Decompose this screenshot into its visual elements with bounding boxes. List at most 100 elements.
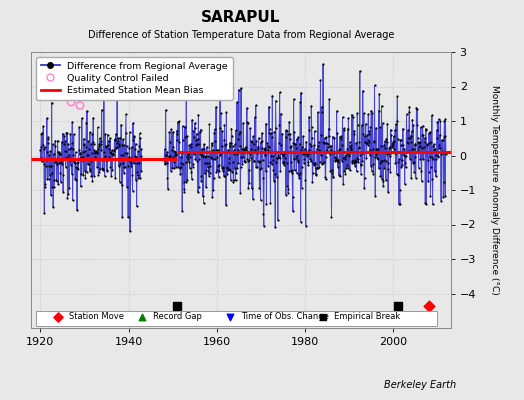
Point <box>76 155 84 161</box>
Point <box>402 153 410 160</box>
Point <box>234 160 243 166</box>
Point <box>230 150 238 157</box>
Point <box>397 164 406 170</box>
Point <box>299 151 307 157</box>
Point <box>294 157 302 163</box>
Point <box>197 178 205 184</box>
Point <box>246 125 255 131</box>
Point <box>84 152 93 159</box>
Point <box>242 144 250 150</box>
Point <box>342 165 351 172</box>
Point <box>333 130 342 137</box>
Point <box>356 68 364 74</box>
Point <box>346 167 354 173</box>
Point <box>297 147 305 153</box>
Point <box>435 132 444 139</box>
Point <box>261 168 270 175</box>
Point <box>72 164 80 170</box>
Point <box>264 147 272 154</box>
Point <box>419 132 428 138</box>
Point <box>243 156 252 162</box>
Point <box>101 173 109 179</box>
Point <box>345 153 353 159</box>
Point <box>120 164 128 170</box>
Point <box>226 177 235 183</box>
Point <box>305 127 314 133</box>
Point <box>39 142 47 148</box>
Point <box>122 111 130 118</box>
Point <box>168 144 177 150</box>
Point <box>68 119 77 126</box>
Point <box>281 149 289 155</box>
Point <box>69 146 77 152</box>
Point <box>415 140 423 146</box>
Point <box>321 176 330 182</box>
Point <box>209 156 217 162</box>
Point <box>311 172 320 178</box>
Point <box>221 173 229 180</box>
Point <box>343 146 352 152</box>
Point <box>441 116 450 122</box>
Point <box>374 146 383 152</box>
Point <box>336 173 344 179</box>
Point <box>217 150 225 157</box>
Point <box>225 165 233 172</box>
Point <box>71 160 79 166</box>
Point <box>367 168 376 174</box>
Point <box>377 143 385 150</box>
Point <box>89 115 97 121</box>
Point <box>136 152 145 159</box>
Point <box>121 150 129 156</box>
Point <box>73 160 82 166</box>
Point <box>193 135 202 142</box>
Point <box>206 162 214 169</box>
Point <box>176 165 184 172</box>
Point <box>107 150 116 157</box>
Point <box>40 210 49 216</box>
Point <box>408 128 416 135</box>
Point <box>267 152 276 159</box>
Point <box>254 158 262 165</box>
Point <box>422 142 431 149</box>
Point <box>429 201 437 208</box>
Point <box>66 131 74 137</box>
Point <box>292 170 301 176</box>
Point <box>124 154 133 161</box>
Point <box>311 161 319 167</box>
Point <box>375 165 383 172</box>
Point <box>276 155 284 161</box>
Point <box>367 163 375 169</box>
Point <box>169 128 177 135</box>
Point <box>383 139 391 145</box>
Point <box>97 107 106 113</box>
Point <box>369 170 378 177</box>
Point <box>122 156 130 162</box>
Point <box>412 122 421 128</box>
Point <box>101 153 109 159</box>
Point <box>370 82 379 88</box>
Point <box>282 192 290 198</box>
Point <box>173 131 181 137</box>
Point <box>83 152 92 158</box>
Point <box>300 151 309 158</box>
Point <box>62 148 70 154</box>
Point <box>344 115 353 121</box>
Point <box>41 163 50 169</box>
Point <box>351 157 359 163</box>
Point <box>108 147 116 154</box>
Point <box>413 106 421 112</box>
Point <box>253 150 261 156</box>
Point <box>233 99 241 105</box>
Point <box>195 128 204 135</box>
Point <box>277 142 286 148</box>
Point <box>91 149 100 156</box>
Point <box>367 107 375 114</box>
Text: Difference of Station Temperature Data from Regional Average: Difference of Station Temperature Data f… <box>88 30 394 40</box>
Point <box>401 164 410 171</box>
Point <box>420 149 428 156</box>
Point <box>129 134 138 140</box>
Point <box>433 119 442 126</box>
Point <box>394 159 402 165</box>
Point <box>188 116 196 123</box>
Point <box>129 137 137 143</box>
